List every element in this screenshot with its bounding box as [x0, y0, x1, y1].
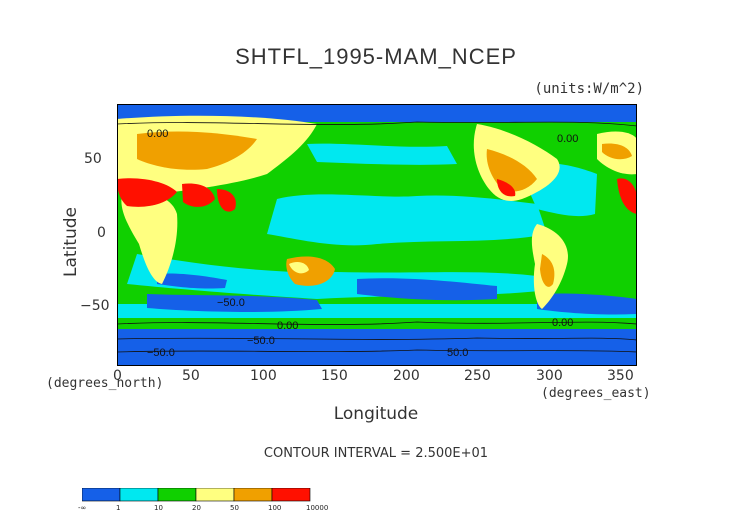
blue-patch-indian — [157, 273, 227, 289]
colorbar-swatch — [81, 487, 121, 502]
x-tick-label: 350 — [607, 368, 634, 384]
colorbar-label: 50 — [230, 504, 239, 512]
contour-labels: 0.00 0.00 −50.0 −50.0 50.0 0.00 0.00 −50… — [147, 128, 578, 359]
land-india-red — [217, 189, 236, 212]
contour-line — [117, 349, 637, 353]
heatmap-plot: 0.00 0.00 −50.0 −50.0 50.0 0.00 0.00 −50… — [117, 104, 637, 366]
x-tick-label: 0 — [113, 368, 122, 384]
land-south-america-orange — [540, 254, 555, 287]
cyan-band-north-pacific — [307, 143, 457, 165]
contour-label: −50.0 — [247, 335, 275, 347]
colorbar-swatch — [271, 487, 311, 502]
colorbar-label: 20 — [192, 504, 201, 512]
plot-frame — [117, 104, 637, 366]
contour-line — [117, 121, 637, 127]
y-tick-label: 0 — [97, 225, 106, 241]
colorbar-swatches — [81, 487, 311, 502]
colorbar-label: 10000 — [306, 504, 329, 512]
x-unit-label: (degrees_north) — [46, 376, 164, 391]
land-arabia-red — [182, 183, 215, 207]
x-tick-label: 200 — [393, 368, 420, 384]
contour-label: 0.00 — [147, 128, 168, 140]
contour-lines — [117, 121, 637, 353]
antarctic-band — [117, 329, 637, 366]
contour-label: 0.00 — [552, 317, 573, 329]
land-iberia-red — [617, 178, 637, 214]
blue-patch-south-3 — [537, 293, 637, 315]
y-axis-label: Latitude — [60, 207, 81, 277]
land-australia-yellow — [289, 262, 309, 274]
contour-label: 0.00 — [277, 320, 298, 332]
x-tick-label: 250 — [464, 368, 491, 384]
x-tick-label: 150 — [321, 368, 348, 384]
contour-label: 50.0 — [447, 347, 468, 359]
contour-label: −50.0 — [147, 347, 175, 359]
units-label: (units:W/m^2) — [534, 81, 644, 97]
chart-title: SHTFL_1995-MAM_NCEP — [235, 44, 517, 69]
y-tick-label: 50 — [84, 151, 102, 167]
land-europe-orange — [602, 143, 632, 160]
land-north-america-red — [497, 179, 516, 197]
contour-interval-text: CONTOUR INTERVAL = 2.500E+01 — [263, 446, 489, 461]
colorbar-label: 1 — [116, 504, 121, 512]
contour-label: 0.00 — [557, 133, 578, 145]
colorbar-swatch — [195, 487, 235, 502]
land-africa-red — [117, 178, 177, 207]
contour-line — [117, 337, 637, 341]
colorbar — [81, 487, 322, 506]
colorbar-swatch — [233, 487, 273, 502]
contour-line — [117, 321, 637, 325]
land-africa — [121, 192, 178, 284]
y-tick-label: −50 — [80, 298, 110, 314]
x-tick-label: 100 — [250, 368, 277, 384]
blue-patch-south-1 — [147, 294, 322, 312]
x-axis-label: Longitude — [333, 404, 419, 424]
colorbar-swatch — [157, 487, 197, 502]
contour-label: −50.0 — [217, 297, 245, 309]
colorbar-label: 100 — [268, 504, 282, 512]
blue-patch-south-2 — [357, 278, 497, 301]
colorbar-label: 10 — [154, 504, 163, 512]
x-tick-label: 50 — [182, 368, 200, 384]
x-tick-label: 300 — [536, 368, 563, 384]
colorbar-swatch — [119, 487, 159, 502]
y-unit-label: (degrees_east) — [541, 386, 651, 401]
land-eurasia-orange — [137, 131, 257, 170]
cyan-band-tropics — [267, 194, 547, 246]
colorbar-label: -∞ — [78, 504, 87, 512]
